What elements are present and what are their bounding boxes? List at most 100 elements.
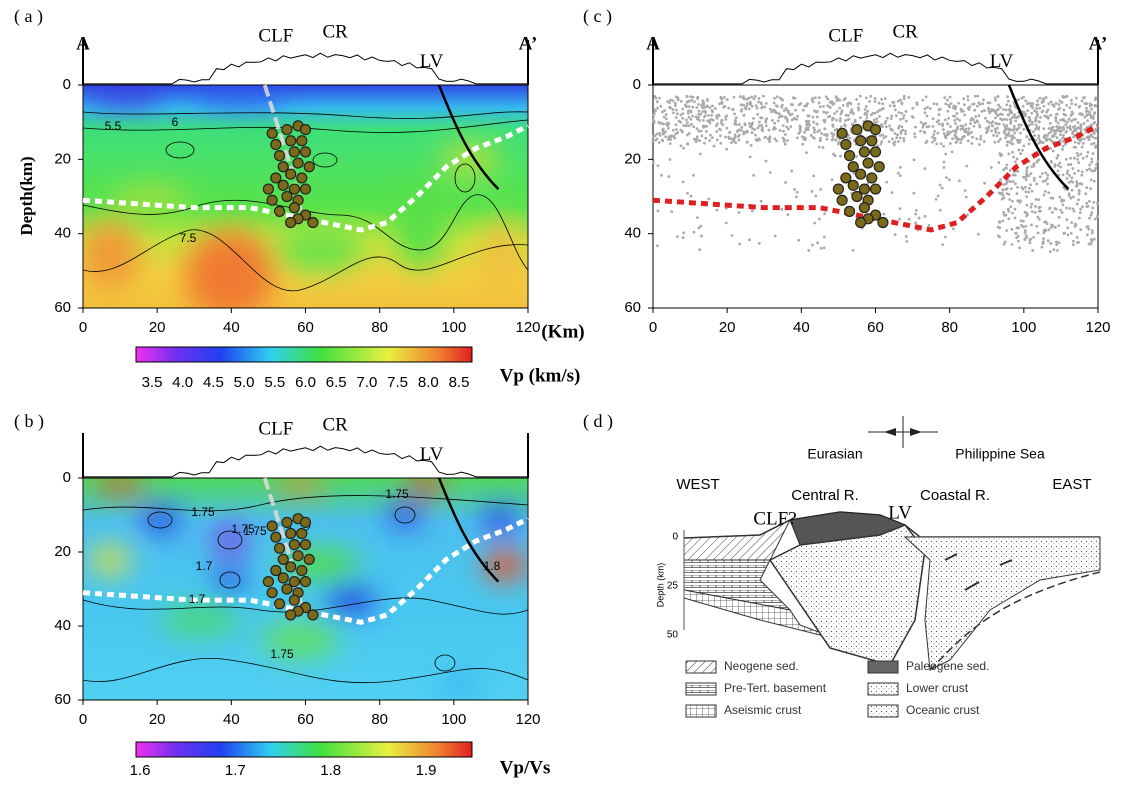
seismicity-dot	[705, 99, 709, 102]
seismicity-dot	[1050, 160, 1053, 164]
seismicity-dot	[814, 194, 818, 198]
seismicity-dot	[1090, 107, 1093, 111]
seismicity-dot	[1085, 113, 1089, 117]
x-tick-label: 0	[649, 319, 657, 336]
seismicity-dot	[967, 127, 971, 131]
x-tick-label: 40	[223, 711, 240, 728]
earthquake	[270, 531, 282, 543]
colorbar	[135, 741, 473, 758]
seismicity-dot	[1087, 138, 1091, 141]
seismicity-dot	[982, 98, 985, 102]
seismicity-dot	[894, 108, 897, 112]
seismicity-dot	[685, 100, 689, 104]
seismicity-dot	[999, 178, 1002, 181]
seismicity-dot	[700, 134, 704, 138]
seismicity-dot	[922, 123, 926, 127]
seismicity-dot	[1027, 142, 1031, 146]
seismicity-dot	[951, 129, 955, 133]
seismicity-dot	[966, 213, 969, 217]
legend-swatch	[867, 682, 899, 696]
seismicity-dot	[708, 106, 712, 109]
seismicity-dot	[843, 123, 847, 127]
lv-fault	[1007, 84, 1070, 190]
seismicity-dot	[830, 101, 834, 105]
seismicity-dot	[1014, 119, 1018, 123]
seismicity-dot	[932, 133, 936, 137]
seismicity-dot	[750, 123, 754, 127]
seismicity-dot	[975, 104, 979, 108]
seismicity-dot	[878, 108, 882, 112]
seismicity-dot	[764, 159, 768, 163]
seismicity-dot	[1072, 195, 1075, 199]
seismicity-dot	[1066, 169, 1070, 173]
seismicity-dot	[1070, 119, 1073, 123]
seismicity-dot	[828, 106, 832, 109]
legend-swatch	[867, 660, 899, 674]
seismicity-dot	[963, 189, 967, 192]
seismicity-dot	[863, 108, 867, 111]
seismicity-dot	[881, 133, 885, 137]
y-tick-label: 60	[54, 299, 71, 316]
seismicity-dot	[931, 117, 935, 121]
seismicity-dot	[1078, 211, 1082, 215]
seismicity-dot	[1045, 222, 1049, 226]
seismicity-dot	[780, 105, 784, 109]
seismicity-dot	[672, 111, 675, 115]
seismicity-dot	[689, 194, 693, 198]
feature-label: CLF	[828, 25, 863, 46]
seismicity-dot	[1049, 139, 1053, 142]
seismicity-dot	[691, 95, 695, 99]
legend-swatch	[685, 682, 717, 696]
seismicity-dot	[764, 124, 768, 128]
seismicity-dot	[1059, 126, 1063, 130]
seismicity-dot	[785, 108, 789, 112]
seismicity-dot	[954, 129, 958, 132]
seismicity-dot	[669, 138, 673, 142]
seismicity-dot	[933, 129, 937, 133]
seismicity-dot	[1077, 141, 1080, 145]
seismicity-dot	[1042, 127, 1046, 131]
seismicity-dot	[801, 142, 805, 146]
earthquake	[299, 538, 312, 551]
seismicity-dot	[695, 135, 699, 139]
earthquake	[832, 183, 845, 195]
seismicity-dot	[963, 103, 966, 107]
seismicity-dot	[1070, 110, 1074, 114]
seismicity-dot	[866, 109, 870, 113]
seismicity-dot	[1021, 187, 1025, 191]
seismicity-dot	[1011, 211, 1014, 215]
seismicity	[651, 94, 1100, 254]
seismicity-dot	[652, 113, 656, 117]
earthquake	[855, 168, 867, 180]
seismicity-dot	[1019, 131, 1022, 135]
seismicity-dot	[1011, 173, 1015, 177]
seismicity-dot	[669, 106, 672, 110]
seismicity-dot	[923, 214, 927, 218]
seismicity-dot	[710, 113, 714, 117]
seismicity-dot	[1065, 126, 1069, 129]
seismicity-dot	[1036, 231, 1040, 235]
seismicity-dot	[1094, 104, 1098, 108]
seismicity-dot	[1043, 228, 1047, 232]
seismicity-dot	[1008, 134, 1011, 138]
x-tick-label: 0	[79, 319, 87, 336]
seismicity-dot	[691, 114, 694, 118]
seismicity-dot	[694, 140, 698, 143]
seismicity-dot	[904, 129, 907, 133]
seismicity-dot	[871, 111, 875, 115]
seismicity-dot	[700, 234, 703, 238]
seismicity-dot	[1085, 201, 1089, 205]
seismicity-dot	[704, 110, 708, 114]
seismicity-dot	[652, 111, 656, 115]
seismicity-dot	[1049, 226, 1053, 229]
x-tick-label: 80	[371, 711, 388, 728]
seismicity-dot	[656, 209, 660, 213]
seismicity-dot	[752, 116, 755, 120]
seismicity-dot	[848, 136, 852, 140]
moho	[82, 123, 530, 233]
earthquake	[288, 183, 300, 195]
seismicity-dot	[1005, 192, 1009, 196]
seismicity-dot	[679, 128, 683, 132]
seismicity-dot	[689, 110, 693, 114]
seismicity-dot	[832, 152, 835, 156]
